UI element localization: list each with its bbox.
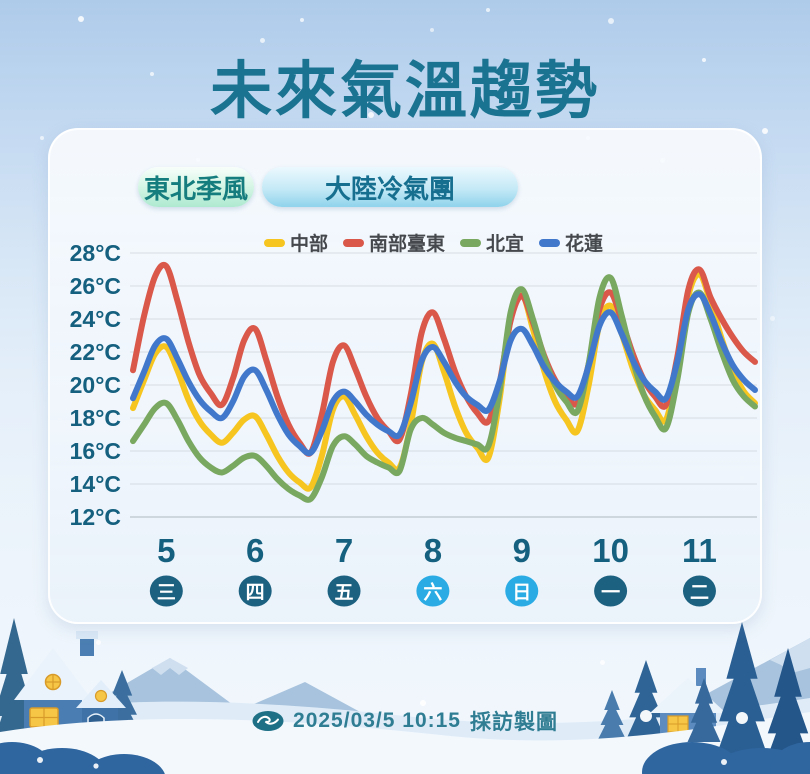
legend-label: 北宜 bbox=[486, 234, 525, 255]
y-tick-label: 26°C bbox=[70, 273, 121, 299]
snowflake-dot bbox=[762, 128, 768, 134]
legend-swatch bbox=[539, 238, 561, 247]
bush bbox=[16, 748, 108, 774]
y-tick-label: 12°C bbox=[70, 504, 121, 530]
y-tick-label: 14°C bbox=[70, 471, 121, 497]
snowball bbox=[93, 763, 99, 769]
legend-label: 南部臺東 bbox=[369, 234, 446, 255]
day-label: 5 bbox=[157, 532, 175, 569]
chimney bbox=[80, 636, 94, 656]
weekday-label: 四 bbox=[246, 583, 265, 604]
snowflake-dot bbox=[78, 16, 84, 22]
pine-tree bbox=[597, 690, 627, 740]
badge-continental-cold-air-mass: 大陸冷氣團 bbox=[262, 167, 518, 207]
weekday-label: 六 bbox=[423, 581, 442, 604]
snowflake-dot bbox=[600, 660, 605, 665]
weekday-label: 日 bbox=[512, 583, 531, 604]
day-label: 11 bbox=[682, 532, 717, 569]
pine-tree bbox=[625, 660, 667, 742]
window-panes bbox=[45, 674, 61, 690]
snowflake-dot bbox=[702, 58, 707, 63]
y-tick-label: 18°C bbox=[70, 405, 121, 431]
snowflake-dot bbox=[420, 700, 426, 706]
snowball bbox=[736, 712, 748, 724]
footer-credit: 2025/03/5 10:15 採訪製圖 bbox=[0, 706, 810, 736]
temperature-chart: 28°C 26°C 24°C 22°C 20°C 18°C 16°C 14°C 12°C 5 三 6 四… bbox=[70, 240, 758, 607]
badge-northeast-monsoon: 東北季風 bbox=[138, 167, 254, 207]
legend-swatch bbox=[460, 238, 482, 247]
weekday-badge bbox=[327, 575, 361, 607]
legend-item-south-taitung: 南部臺東 bbox=[343, 229, 445, 256]
snowball bbox=[721, 759, 727, 765]
weekday-label: 三 bbox=[157, 583, 176, 604]
bush bbox=[83, 754, 165, 774]
snowflake-dot bbox=[486, 8, 491, 13]
pine-tree bbox=[762, 648, 810, 770]
weekday-label: 五 bbox=[335, 583, 354, 604]
y-tick-label: 28°C bbox=[70, 240, 121, 266]
snowflake-dot bbox=[430, 28, 434, 32]
weekday-badge bbox=[416, 575, 450, 607]
snowflake-dot bbox=[96, 640, 101, 645]
snowflake-dot bbox=[300, 18, 304, 22]
weekday-badge bbox=[238, 575, 272, 607]
legend-swatch bbox=[264, 238, 285, 247]
y-tick-label: 24°C bbox=[70, 306, 121, 332]
weekday-label: 二 bbox=[690, 583, 709, 604]
snowflake-dot bbox=[40, 136, 44, 140]
day-label: 9 bbox=[513, 532, 531, 569]
chart-legend: 中部 南部臺東 北宜 花蓮 bbox=[264, 229, 603, 256]
legend-item-north-yilan: 北宜 bbox=[460, 229, 524, 256]
round-window bbox=[94, 689, 108, 703]
series-line-central bbox=[130, 271, 758, 492]
pine-tree bbox=[0, 618, 40, 758]
weekday-badge bbox=[505, 575, 539, 607]
legend-item-central: 中部 bbox=[264, 229, 328, 256]
series-line-hualien bbox=[130, 291, 758, 457]
y-tick-label: 22°C bbox=[70, 339, 121, 365]
mountain-snowcap bbox=[152, 658, 188, 675]
chimney-cap bbox=[76, 631, 98, 639]
legend-item-hualien: 花蓮 bbox=[539, 229, 603, 256]
news-logo-icon bbox=[252, 711, 284, 731]
series-line-south-taitung bbox=[130, 261, 758, 457]
day-label: 8 bbox=[424, 532, 442, 569]
footer-credit-label: 採訪製圖 bbox=[469, 711, 558, 734]
chimney bbox=[696, 668, 706, 686]
snowflake-dot bbox=[516, 88, 521, 93]
pine-tree bbox=[687, 678, 721, 742]
weekday-badge bbox=[682, 575, 716, 607]
weekday-badge bbox=[594, 575, 628, 607]
legend-label: 花蓮 bbox=[565, 234, 604, 255]
snowball bbox=[640, 710, 652, 722]
window-panes bbox=[30, 708, 58, 727]
day-label: 6 bbox=[246, 532, 264, 569]
snowflake-dot bbox=[150, 72, 154, 76]
snowflake-dot bbox=[608, 18, 614, 24]
winter-scene bbox=[0, 618, 810, 774]
weekday-label: 一 bbox=[601, 583, 620, 604]
page-title: 未來氣溫趨勢 bbox=[209, 57, 600, 126]
legend-label: 中部 bbox=[290, 234, 329, 255]
snowflake-dot bbox=[368, 112, 374, 118]
series-line-north-yilan bbox=[130, 274, 758, 503]
snow-hill-front bbox=[0, 712, 810, 774]
snowflake-dot bbox=[770, 316, 775, 321]
legend-swatch bbox=[343, 238, 365, 247]
footer-timestamp: 2025/03/5 10:15 bbox=[293, 709, 461, 732]
snowball bbox=[37, 757, 43, 763]
y-tick-label: 16°C bbox=[70, 438, 121, 464]
window-panes bbox=[668, 716, 688, 732]
y-tick-label: 20°C bbox=[70, 372, 121, 398]
weekday-badge bbox=[149, 575, 183, 607]
day-label: 10 bbox=[592, 532, 629, 569]
bush bbox=[770, 742, 810, 774]
day-label: 7 bbox=[335, 532, 353, 569]
pine-tree bbox=[713, 622, 771, 764]
snowflake-dot bbox=[260, 38, 265, 43]
